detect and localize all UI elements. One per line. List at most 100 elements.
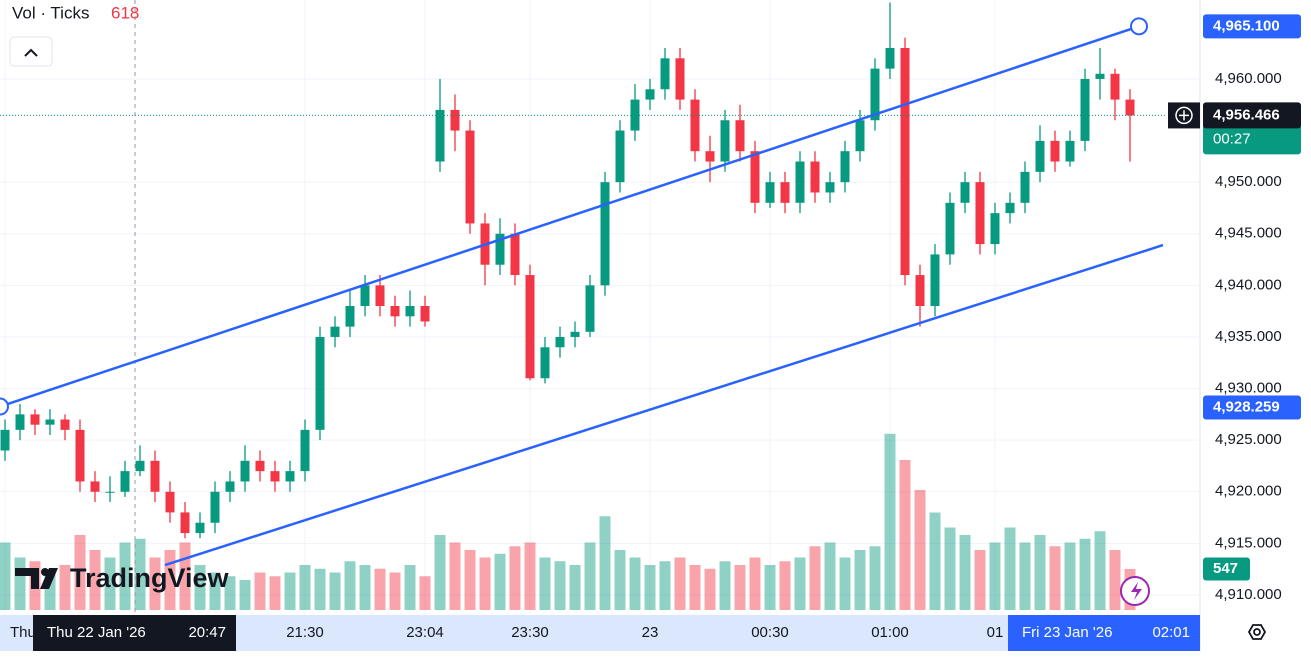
channel-lower: [164, 243, 1164, 567]
channel-upper: [0, 25, 1140, 408]
candle-body: [630, 99, 640, 131]
candle-body: [75, 429, 85, 482]
candle-body: [435, 109, 445, 162]
volume-bar: [779, 561, 791, 610]
time-box-time: 20:47: [188, 624, 226, 641]
volume-bar: [524, 542, 536, 610]
volume-bar: [674, 557, 686, 610]
countdown: 00:27: [1213, 130, 1251, 147]
x-tick-label: 00:30: [751, 624, 789, 641]
volume-bar: [614, 550, 626, 610]
volume-bar: [149, 557, 161, 610]
candle-body: [645, 89, 655, 100]
candle-body: [30, 414, 40, 425]
x-tick-label: 21:30: [286, 624, 324, 641]
y-tick-label: 4,930.000: [1215, 380, 1282, 397]
volume-bar: [929, 512, 941, 610]
x-tick-label: 23:04: [406, 624, 444, 641]
channel-price-label-box: [1203, 14, 1301, 39]
volume-bar: [734, 565, 746, 610]
candle-body: [225, 481, 235, 492]
y-tick-label: 4,945.000: [1215, 225, 1282, 242]
candle-body: [585, 285, 595, 332]
y-tick-label: 4,915.000: [1215, 534, 1282, 551]
candle-body: [555, 336, 565, 348]
volume-bar: [224, 576, 236, 610]
volume-bar: [959, 535, 971, 610]
volume-bar: [0, 542, 11, 610]
volume-bar: [659, 561, 671, 610]
last-price-label: 4,956.466: [1213, 106, 1280, 123]
candle-body: [240, 460, 250, 482]
candle-body: [975, 182, 985, 245]
settings-icon[interactable]: [1247, 624, 1267, 640]
volume-bar: [884, 433, 896, 610]
volume-bar: [1019, 542, 1031, 610]
candle-body: [105, 491, 115, 493]
volume-bar: [119, 542, 131, 610]
volume-bar: [59, 565, 71, 610]
crosshair-add-plus: [1179, 110, 1189, 121]
volume-bar: [839, 557, 851, 610]
candle-body: [780, 182, 790, 203]
channel-price-label-box: [1203, 395, 1301, 420]
volume-bar: [104, 557, 116, 610]
volume-bar: [1049, 546, 1061, 610]
candle-body: [540, 347, 550, 379]
volume-bar: [254, 572, 266, 610]
volume-bar: [749, 557, 761, 610]
volume-bar: [914, 490, 926, 610]
volume-bar: [764, 565, 776, 610]
candles: [0, 2, 1135, 539]
volume-bar: [494, 553, 506, 610]
volume-bar: [719, 561, 731, 610]
candle-body: [810, 161, 820, 193]
volume-bar: [1064, 542, 1076, 610]
volume-bar: [404, 565, 416, 610]
x-tick-label: 23:30: [511, 624, 549, 641]
candle-body: [450, 109, 460, 131]
candle-body: [960, 182, 970, 203]
candle-body: [120, 471, 130, 492]
channel-handle: [1130, 17, 1148, 36]
volume-bar: [299, 565, 311, 610]
candle-body: [795, 161, 805, 203]
candle-body: [210, 491, 220, 523]
volume-bar: [239, 580, 251, 610]
candle-body: [990, 213, 1000, 245]
volume-bar: [74, 535, 86, 610]
volume-bar: [824, 542, 836, 610]
collapse-icon: [24, 48, 38, 57]
crosshair-add-icon: [1175, 106, 1193, 125]
logo-text: TradingView: [70, 563, 230, 593]
candle-body: [1110, 73, 1120, 100]
candle-body: [885, 47, 895, 69]
y-tick-label: 4,940.000: [1215, 276, 1282, 293]
volume-bar: [329, 572, 341, 610]
alert-bolt: [1131, 582, 1142, 600]
volume-bar: [344, 561, 356, 610]
candle-body: [1125, 99, 1135, 116]
collapse-button[interactable]: [9, 36, 53, 67]
volume-bar: [974, 550, 986, 610]
volume-bar: [509, 546, 521, 610]
volume-bar: [704, 568, 716, 610]
candle-body: [1035, 140, 1045, 172]
candle-body: [1005, 202, 1015, 214]
volume-bar: [314, 568, 326, 610]
candle-body: [690, 99, 700, 152]
overlays: [0, 17, 1165, 567]
candle-body: [825, 182, 835, 193]
candle-body: [765, 182, 775, 203]
x-tick-label: 23: [642, 624, 659, 641]
volume-bar: [179, 542, 191, 610]
volume-bar: [944, 527, 956, 610]
volume-bar: [644, 565, 656, 610]
gear-center: [1253, 628, 1261, 636]
volume-bar: [194, 565, 206, 610]
candle-body: [405, 306, 415, 317]
logo: TradingView: [15, 563, 230, 593]
candle-body: [675, 58, 685, 100]
volume-bar: [419, 576, 431, 610]
last-volume-label-box: [1203, 557, 1250, 581]
